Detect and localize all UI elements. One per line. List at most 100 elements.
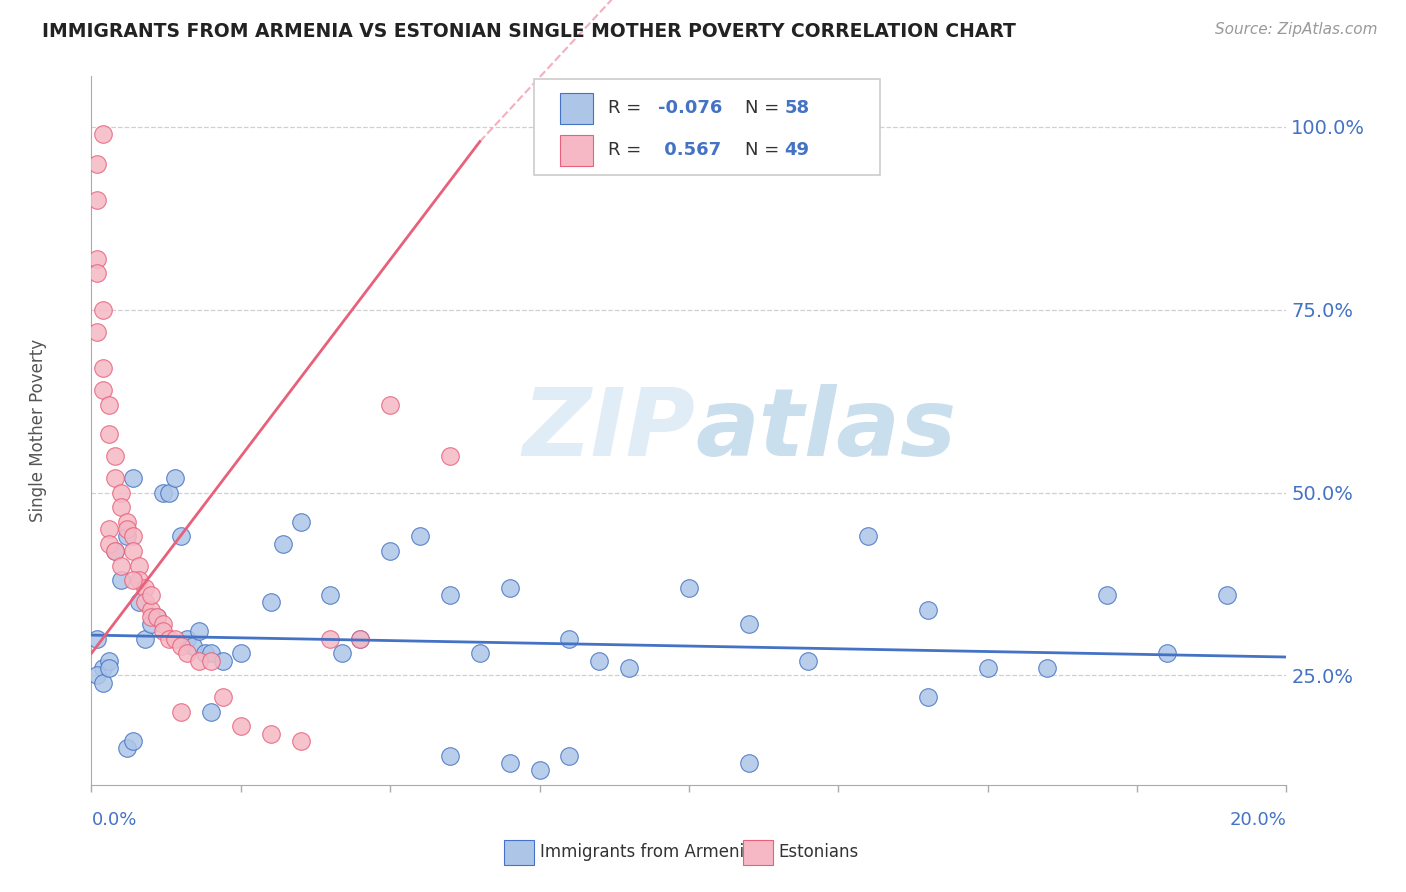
Point: [917, 602, 939, 616]
Point: [439, 449, 461, 463]
Point: [122, 471, 145, 485]
Point: [115, 515, 138, 529]
FancyBboxPatch shape: [560, 135, 593, 166]
Point: [229, 719, 252, 733]
Point: [468, 646, 491, 660]
Point: [86, 156, 108, 170]
Point: [128, 558, 150, 573]
Text: 0.0%: 0.0%: [91, 811, 136, 829]
Point: [439, 588, 461, 602]
Text: Immigrants from Armenia: Immigrants from Armenia: [540, 843, 754, 862]
Point: [110, 485, 132, 500]
Point: [176, 646, 198, 660]
Point: [259, 595, 281, 609]
Point: [409, 529, 432, 543]
Text: 20.0%: 20.0%: [1230, 811, 1286, 829]
Point: [110, 574, 132, 588]
Point: [98, 398, 121, 412]
Point: [122, 529, 145, 543]
Text: ZIP: ZIP: [522, 384, 695, 476]
Point: [170, 639, 193, 653]
Point: [439, 748, 461, 763]
Point: [98, 522, 121, 536]
Point: [170, 705, 193, 719]
Point: [737, 617, 759, 632]
Point: [271, 537, 294, 551]
Point: [1215, 588, 1237, 602]
Point: [134, 595, 156, 609]
Point: [98, 661, 121, 675]
FancyBboxPatch shape: [560, 93, 593, 124]
Point: [529, 764, 551, 778]
Point: [115, 741, 138, 756]
Point: [976, 661, 998, 675]
Text: 0.567: 0.567: [658, 141, 721, 159]
Point: [128, 574, 150, 588]
FancyBboxPatch shape: [742, 839, 773, 865]
Point: [498, 756, 520, 770]
Point: [152, 485, 174, 500]
Point: [86, 252, 108, 266]
Point: [917, 690, 939, 705]
Text: atlas: atlas: [695, 384, 956, 476]
Point: [229, 646, 252, 660]
Point: [290, 515, 312, 529]
Point: [122, 544, 145, 558]
Text: N =: N =: [745, 100, 785, 118]
Point: [93, 128, 115, 142]
Point: [259, 727, 281, 741]
Point: [157, 632, 180, 646]
Point: [93, 383, 115, 397]
Point: [498, 581, 520, 595]
Text: IMMIGRANTS FROM ARMENIA VS ESTONIAN SINGLE MOTHER POVERTY CORRELATION CHART: IMMIGRANTS FROM ARMENIA VS ESTONIAN SING…: [42, 22, 1017, 41]
Point: [170, 529, 193, 543]
Text: R =: R =: [607, 141, 647, 159]
Point: [98, 427, 121, 442]
Point: [152, 624, 174, 639]
Point: [181, 639, 204, 653]
Point: [319, 632, 342, 646]
Point: [163, 632, 186, 646]
Point: [104, 544, 127, 558]
Point: [737, 756, 759, 770]
Point: [104, 449, 127, 463]
Point: [141, 602, 162, 616]
Point: [678, 581, 700, 595]
Point: [349, 632, 371, 646]
Point: [1097, 588, 1119, 602]
Point: [98, 537, 121, 551]
Text: Single Mother Poverty: Single Mother Poverty: [28, 339, 46, 522]
Point: [211, 690, 233, 705]
Point: [200, 705, 222, 719]
Point: [290, 734, 312, 748]
Point: [211, 654, 233, 668]
Point: [104, 544, 127, 558]
Point: [188, 624, 211, 639]
Point: [157, 485, 180, 500]
Point: [558, 632, 581, 646]
Point: [176, 632, 198, 646]
Point: [319, 588, 342, 602]
Point: [797, 654, 820, 668]
Point: [86, 193, 108, 207]
Point: [122, 574, 145, 588]
Point: [93, 302, 115, 317]
Point: [349, 632, 371, 646]
Point: [86, 325, 108, 339]
Point: [86, 266, 108, 280]
Point: [86, 668, 108, 682]
Point: [188, 654, 211, 668]
Point: [122, 734, 145, 748]
Point: [93, 675, 115, 690]
Text: -0.076: -0.076: [658, 100, 723, 118]
Point: [104, 471, 127, 485]
Point: [1156, 646, 1178, 660]
Point: [856, 529, 880, 543]
Point: [115, 529, 138, 543]
Text: Source: ZipAtlas.com: Source: ZipAtlas.com: [1215, 22, 1378, 37]
Point: [163, 471, 186, 485]
Point: [93, 361, 115, 376]
Point: [115, 522, 138, 536]
Point: [200, 654, 222, 668]
Point: [378, 398, 402, 412]
